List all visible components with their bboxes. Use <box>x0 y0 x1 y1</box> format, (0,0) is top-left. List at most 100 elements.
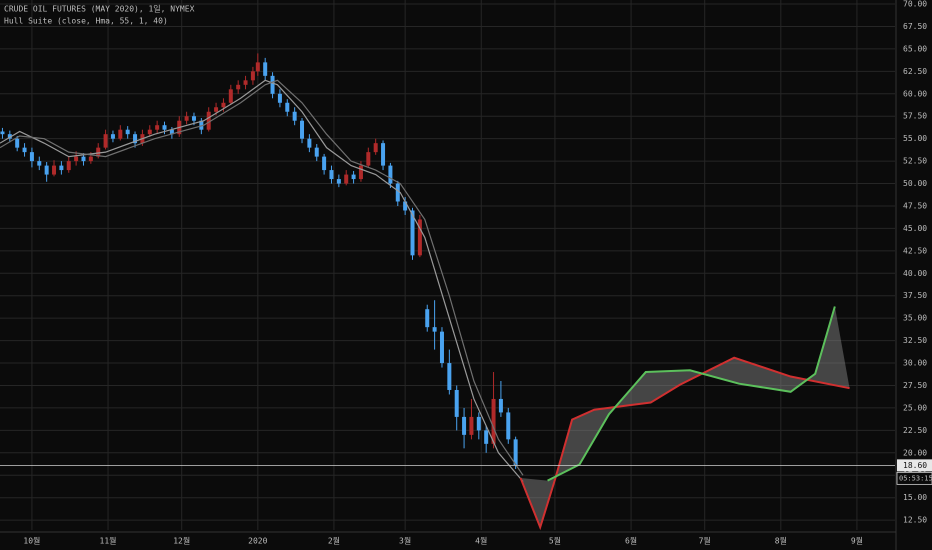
candle-body <box>214 107 219 112</box>
candle-body <box>410 210 415 256</box>
candle-body <box>476 416 481 431</box>
candle-body <box>439 331 444 364</box>
y-tick-label: 57.50 <box>903 112 927 121</box>
candle-body <box>96 147 101 157</box>
y-tick-label: 62.50 <box>903 67 927 76</box>
candle-body <box>263 62 268 76</box>
candle-body <box>314 147 319 157</box>
candle-body <box>133 134 138 144</box>
candle-body <box>59 165 64 171</box>
candle-body <box>66 161 71 171</box>
candle-body <box>322 156 327 171</box>
candle-body <box>491 398 496 444</box>
y-tick-label: 65.00 <box>903 44 927 53</box>
y-tick-label: 20.00 <box>903 448 927 457</box>
candle-body <box>506 412 511 440</box>
x-tick-label: 4월 <box>475 536 487 546</box>
candle-body <box>184 116 189 121</box>
candle-body <box>425 309 430 328</box>
candle-body <box>52 165 57 175</box>
y-tick-label: 15.00 <box>903 493 927 502</box>
candle-body <box>228 89 233 103</box>
y-tick-label: 70.00 <box>903 0 927 9</box>
candle-body <box>462 416 467 435</box>
candle-body <box>344 174 349 184</box>
candle-body <box>469 416 474 435</box>
candle-body <box>300 120 305 139</box>
indicator-line <box>519 356 850 531</box>
y-tick-label: 25.00 <box>903 403 927 412</box>
y-tick-label: 40.00 <box>903 269 927 278</box>
indicator-label: Hull Suite (close, Hma, 55, 1, 40) <box>4 17 168 26</box>
y-tick-label: 30.00 <box>903 359 927 368</box>
candle-body <box>37 161 42 166</box>
candle-body <box>484 430 489 444</box>
candle-body <box>81 156 86 162</box>
candle-body <box>191 116 196 121</box>
indicator-line <box>547 306 836 482</box>
candle-body <box>147 129 152 135</box>
y-tick-label: 45.00 <box>903 224 927 233</box>
prediction-band <box>520 306 850 528</box>
y-tick-label: 42.50 <box>903 246 927 255</box>
x-tick-label: 9월 <box>851 536 863 546</box>
indicator-line <box>0 79 524 476</box>
x-tick-label: 5월 <box>549 536 561 546</box>
candle-body <box>329 170 334 180</box>
y-tick-label: 27.50 <box>903 381 927 390</box>
candle-body <box>336 179 341 184</box>
candle-body <box>285 102 290 112</box>
countdown-label: 05:53:15 <box>899 474 932 482</box>
candle-body <box>162 125 167 130</box>
chart-title: CRUDE OIL FUTURES (MAY 2020), 1일, NYMEX <box>4 5 195 14</box>
candle-body <box>221 102 226 108</box>
candle-body <box>292 111 297 121</box>
candle-body <box>88 156 93 162</box>
candle-body <box>277 93 282 103</box>
y-tick-label: 22.50 <box>903 426 927 435</box>
candle-body <box>373 143 378 153</box>
candle-body <box>307 138 312 148</box>
candle-body <box>110 134 115 139</box>
candle-body <box>22 147 27 153</box>
countdown-tag <box>896 471 932 485</box>
candle-body <box>366 152 371 166</box>
x-tick-label: 3월 <box>399 536 411 546</box>
candle-body <box>417 219 422 256</box>
candle-body <box>513 439 518 466</box>
y-tick-label: 60.00 <box>903 89 927 98</box>
candle-body <box>447 363 452 390</box>
x-tick-label: 11월 <box>100 536 117 546</box>
candle-body <box>250 71 255 81</box>
x-tick-label: 2020 <box>248 537 267 546</box>
candle-body <box>395 183 400 202</box>
candle-body <box>388 165 393 184</box>
last-price-label: 18.60 <box>903 461 927 470</box>
candle-body <box>118 129 123 139</box>
y-tick-label: 12.50 <box>903 516 927 525</box>
y-tick-label: 35.00 <box>903 314 927 323</box>
candle-body <box>236 84 241 90</box>
last-price-tag <box>897 459 932 472</box>
y-tick-label: 67.50 <box>903 22 927 31</box>
candle-body <box>15 138 20 148</box>
x-tick-label: 10월 <box>23 536 40 546</box>
x-tick-label: 7월 <box>699 536 711 546</box>
candle-body <box>103 134 108 148</box>
x-tick-label: 12월 <box>173 536 190 546</box>
candle-body <box>206 111 211 130</box>
candle-body <box>255 62 260 72</box>
candle-body <box>44 165 49 175</box>
y-tick-label: 47.50 <box>903 201 927 210</box>
y-tick-label: 32.50 <box>903 336 927 345</box>
x-tick-label: 8월 <box>775 536 787 546</box>
x-tick-label: 2월 <box>328 536 340 546</box>
y-tick-label: 50.00 <box>903 179 927 188</box>
candle-body <box>155 125 160 130</box>
candle-body <box>0 131 5 135</box>
candle-body <box>454 389 459 417</box>
y-tick-label: 52.50 <box>903 157 927 166</box>
candle-body <box>199 120 204 130</box>
